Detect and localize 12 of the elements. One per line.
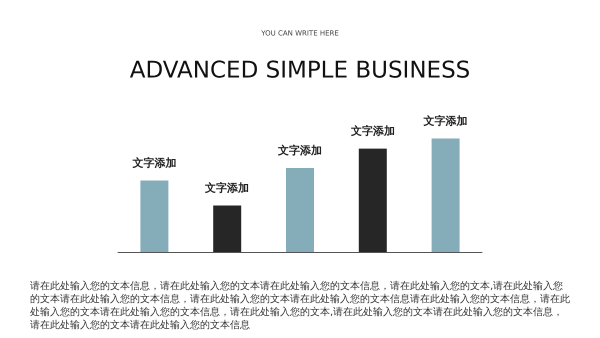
x-tick-label: 文字添加 [350,124,395,138]
chart-title: ADVANCED SIMPLE BUSINESS [130,58,470,84]
bar [140,180,168,252]
x-tick-label: 文字添加 [131,156,176,170]
bar [286,168,314,252]
x-tick-label: 文字添加 [277,144,322,157]
text: 请在此处输入您的文本信息，请在此处输入您的文本请在此处输入您的文本信息，请在此处输入您的文本,请在此处输入您的文本请在此处输入您的文本信息，请在此处输入您的文本请在此处输入您的文本信息请在此处输入您的文本信息，请在此处输入您的文本请在此处输入您的文本信息，请在此处输入您的文本,请在此处输入您的文本请在此处输入您的文本信息，请在此处输入您的文本请在此处输入您的文本信息 [30,280,570,331]
bar [213,205,242,252]
x-tick-label: 文字添加 [422,114,468,128]
bar [358,148,387,252]
bar [432,138,460,252]
x-tick-label: 文字添加 [204,181,250,194]
